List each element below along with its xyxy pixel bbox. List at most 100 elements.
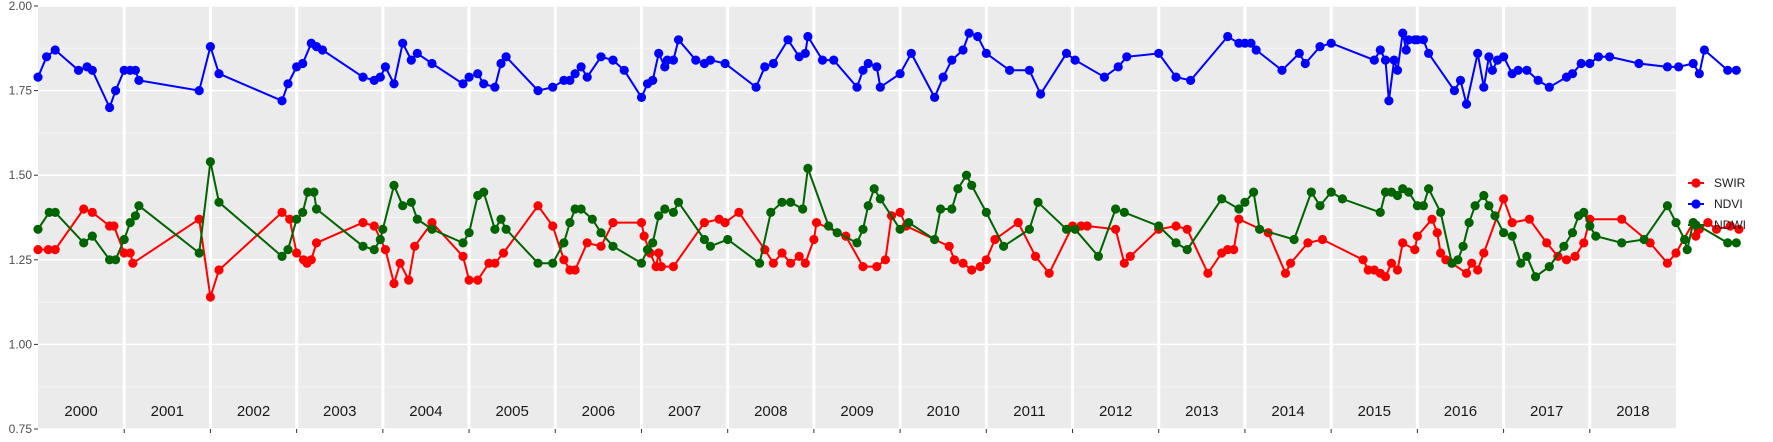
data-point-ndvi	[130, 65, 140, 75]
data-point-ndvi	[906, 48, 916, 59]
year-label: 2018	[1616, 403, 1649, 420]
data-point-ndvi	[1605, 52, 1615, 62]
data-point-ndwi	[1024, 224, 1034, 234]
data-point-swir	[1467, 258, 1477, 268]
data-point-ndwi	[1436, 207, 1446, 217]
data-point-ndwi	[999, 241, 1009, 251]
data-point-ndwi	[1544, 262, 1554, 272]
data-point-ndwi	[723, 234, 733, 245]
data-point-ndwi	[1093, 251, 1103, 261]
data-point-ndvi	[800, 48, 810, 59]
data-point-swir	[1111, 224, 1121, 234]
data-point-ndvi	[1061, 48, 1072, 59]
data-point-ndwi	[1530, 272, 1541, 282]
data-point-swir	[1380, 272, 1391, 282]
data-point-ndvi	[111, 86, 121, 96]
data-point-ndvi	[317, 45, 328, 55]
data-point-ndwi	[548, 258, 558, 268]
data-point-swir	[967, 265, 977, 275]
data-point-swir	[548, 221, 558, 231]
data-point-ndwi	[50, 207, 60, 217]
data-point-swir	[194, 214, 204, 224]
series-layer	[33, 28, 1744, 302]
data-point-ndwi	[311, 204, 322, 214]
data-point-swir	[79, 204, 89, 214]
data-point-ndwi	[1182, 245, 1192, 255]
legend-label: NDVI	[1714, 197, 1743, 211]
data-point-ndwi	[766, 207, 776, 217]
data-point-swir	[50, 245, 60, 255]
data-point-ndwi	[869, 184, 879, 194]
legend-label: SWIR	[1714, 176, 1746, 190]
data-point-swir	[1662, 258, 1672, 268]
data-point-ndwi	[369, 245, 379, 255]
data-point-ndvi	[1024, 65, 1034, 75]
data-point-swir	[1234, 214, 1244, 224]
y-tick-label: 2.00	[9, 0, 33, 13]
data-point-ndvi	[1731, 65, 1741, 75]
data-point-ndwi	[292, 214, 302, 224]
data-point-ndwi	[596, 228, 606, 238]
data-point-ndwi	[214, 197, 224, 207]
data-point-ndvi	[608, 55, 618, 65]
data-point-swir	[582, 238, 592, 248]
data-point-ndvi	[298, 58, 308, 69]
data-point-ndvi	[1186, 75, 1196, 85]
data-point-swir	[1473, 265, 1483, 275]
data-point-ndwi	[283, 245, 293, 255]
data-point-swir	[699, 218, 710, 228]
data-point-ndwi	[1453, 255, 1463, 265]
legend-item-swir: SWIR	[1688, 176, 1746, 190]
data-point-ndvi	[565, 75, 575, 85]
data-point-ndvi	[872, 62, 882, 72]
y-tick-label: 0.75	[9, 422, 33, 436]
data-point-ndwi	[642, 245, 653, 255]
data-point-ndwi	[1723, 238, 1733, 248]
data-point-ndvi	[490, 82, 500, 92]
data-point-ndvi	[947, 55, 957, 65]
data-point-ndwi	[1111, 204, 1121, 214]
data-point-ndwi	[496, 214, 506, 224]
data-point-swir	[43, 245, 53, 255]
year-label: 2007	[668, 403, 701, 420]
data-point-ndvi	[412, 48, 422, 59]
legend-key-marker	[1691, 220, 1701, 230]
data-point-ndwi	[1585, 221, 1595, 231]
data-point-ndvi	[1300, 58, 1310, 69]
data-point-ndvi	[1576, 58, 1586, 69]
data-point-ndwi	[1154, 221, 1164, 231]
legend: SWIR NDVI NDWI	[1688, 176, 1746, 232]
data-point-ndvi	[42, 52, 52, 62]
data-point-ndvi	[783, 35, 793, 45]
data-point-ndwi	[1639, 234, 1649, 245]
legend-item-ndwi: NDWI	[1688, 218, 1746, 232]
data-point-ndwi	[1567, 228, 1578, 238]
data-point-swir	[734, 207, 744, 217]
data-point-ndwi	[1522, 251, 1532, 261]
data-point-swir	[285, 214, 295, 224]
data-point-swir	[1734, 224, 1744, 234]
data-point-ndvi	[1389, 55, 1399, 65]
data-point-ndvi	[636, 92, 647, 102]
data-point-ndwi	[1061, 224, 1072, 234]
data-point-ndvi	[1277, 65, 1287, 75]
data-point-ndvi	[582, 72, 592, 82]
data-point-ndvi	[1392, 65, 1403, 75]
data-point-ndvi	[958, 45, 968, 55]
data-point-ndwi	[1337, 194, 1347, 204]
data-point-swir	[800, 258, 810, 268]
year-label: 2009	[840, 403, 873, 420]
year-label: 2008	[754, 403, 787, 420]
data-point-ndvi	[1326, 38, 1336, 48]
data-point-ndvi	[1662, 62, 1672, 72]
year-label: 2012	[1099, 403, 1132, 420]
data-point-ndvi	[1154, 48, 1164, 59]
year-label: 2016	[1444, 403, 1477, 420]
data-point-ndwi	[824, 221, 834, 231]
data-point-ndwi	[1240, 197, 1250, 207]
year-label: 2001	[151, 403, 184, 420]
data-point-ndwi	[1484, 201, 1494, 211]
y-tick-label: 1.75	[9, 84, 33, 98]
data-point-ndvi	[1171, 72, 1181, 82]
data-point-swir	[33, 245, 43, 255]
